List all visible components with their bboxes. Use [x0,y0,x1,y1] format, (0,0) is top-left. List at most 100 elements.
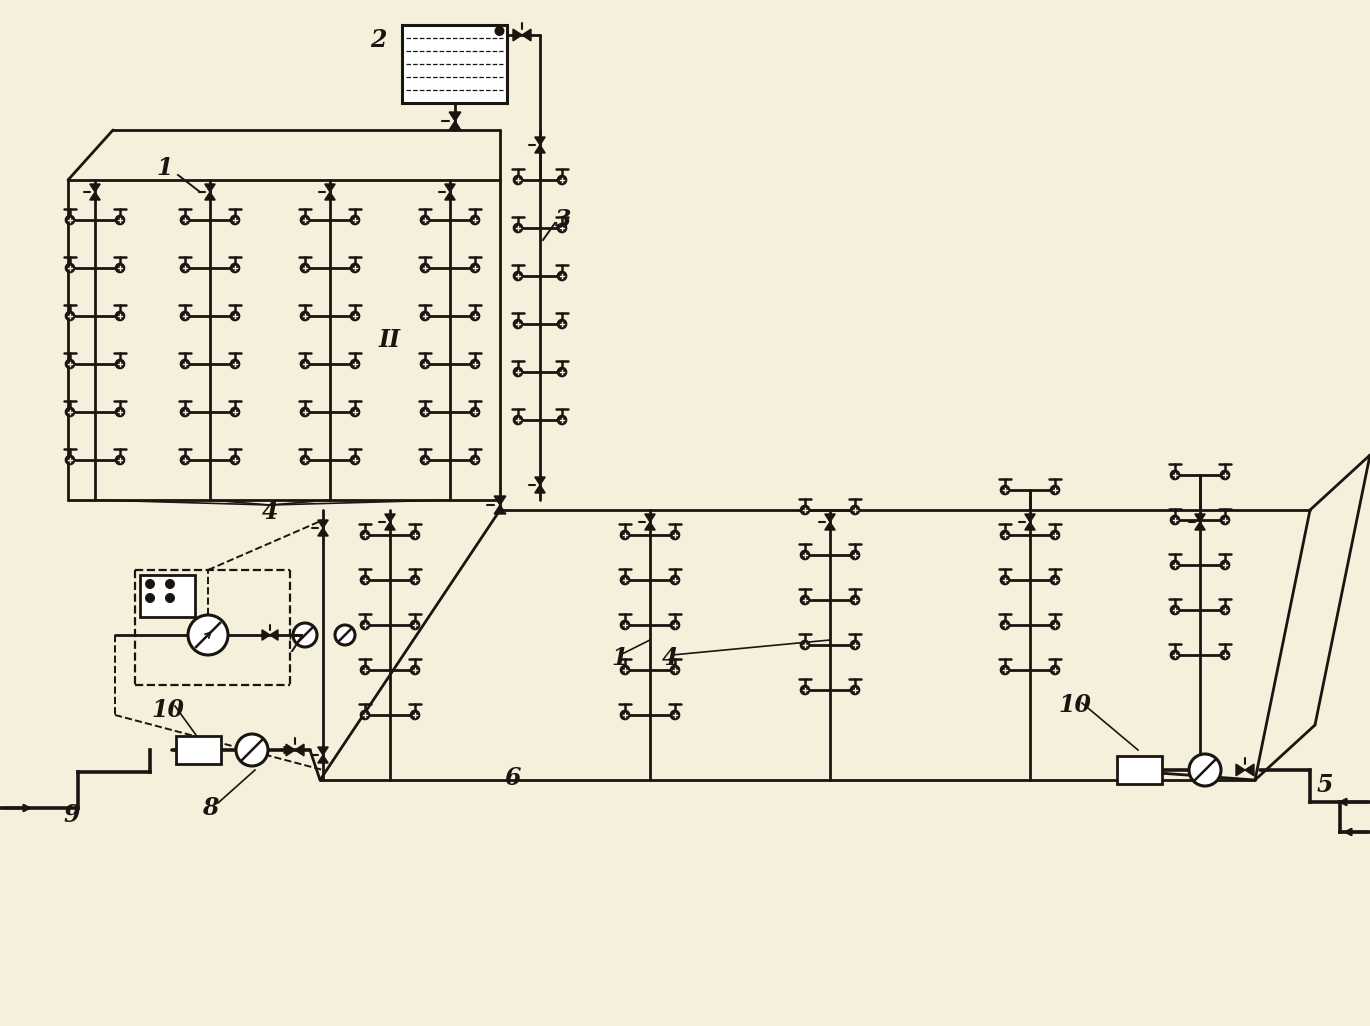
Polygon shape [512,29,522,41]
Polygon shape [534,145,545,153]
Circle shape [421,264,430,273]
Circle shape [300,407,310,417]
Polygon shape [445,184,455,192]
Circle shape [421,311,430,321]
Circle shape [421,407,430,417]
Polygon shape [270,630,278,640]
Circle shape [1000,485,1010,495]
Circle shape [621,621,630,630]
Text: 1: 1 [156,156,173,180]
Circle shape [236,734,269,766]
Polygon shape [204,192,215,200]
Circle shape [181,215,189,225]
Circle shape [181,407,189,417]
Circle shape [66,311,74,321]
Circle shape [351,407,360,417]
Polygon shape [90,192,100,200]
Polygon shape [495,505,506,514]
Polygon shape [534,477,545,485]
Text: 4: 4 [262,500,278,524]
Circle shape [1221,470,1230,479]
Circle shape [1170,560,1180,569]
Circle shape [421,359,430,368]
Circle shape [351,359,360,368]
Circle shape [411,576,419,585]
Circle shape [1189,754,1221,786]
Circle shape [411,710,419,719]
Polygon shape [204,184,215,192]
Circle shape [360,665,370,675]
Circle shape [470,407,479,417]
Circle shape [115,407,125,417]
Circle shape [230,456,240,465]
Polygon shape [318,747,329,755]
Polygon shape [1025,522,1036,530]
Bar [1118,756,1163,784]
Circle shape [621,665,630,675]
Circle shape [230,215,240,225]
Circle shape [670,665,680,675]
Bar [140,575,195,617]
Polygon shape [385,514,395,522]
Circle shape [145,593,155,603]
Circle shape [1000,530,1010,540]
Circle shape [230,359,240,368]
Circle shape [470,359,479,368]
Circle shape [670,530,680,540]
Circle shape [558,224,567,233]
Circle shape [300,311,310,321]
Circle shape [164,579,175,589]
Circle shape [115,215,125,225]
Circle shape [421,215,430,225]
Polygon shape [825,514,836,522]
Circle shape [421,456,430,465]
Circle shape [115,311,125,321]
Circle shape [1051,530,1059,540]
Circle shape [1170,470,1180,479]
Text: 4: 4 [662,646,678,670]
Circle shape [514,224,522,233]
Circle shape [115,264,125,273]
Polygon shape [1236,764,1245,776]
Polygon shape [318,520,329,528]
Circle shape [66,456,74,465]
Circle shape [360,530,370,540]
Circle shape [851,685,859,695]
Circle shape [800,506,810,515]
Circle shape [300,359,310,368]
Text: 10: 10 [152,698,185,722]
Polygon shape [645,514,655,522]
Circle shape [621,530,630,540]
Polygon shape [495,496,506,505]
Circle shape [360,576,370,585]
Circle shape [1170,650,1180,660]
Polygon shape [449,112,460,121]
Circle shape [145,579,155,589]
Polygon shape [449,121,460,130]
Polygon shape [445,192,455,200]
Circle shape [188,615,227,655]
Circle shape [230,311,240,321]
Circle shape [470,264,479,273]
Circle shape [1000,576,1010,585]
Circle shape [1051,665,1059,675]
Polygon shape [645,522,655,530]
Circle shape [470,311,479,321]
Text: 6: 6 [504,766,521,790]
Circle shape [164,593,175,603]
Circle shape [558,271,567,281]
Circle shape [621,710,630,719]
Bar [175,736,221,764]
Bar [403,25,507,103]
Circle shape [670,576,680,585]
Circle shape [181,359,189,368]
Circle shape [1051,485,1059,495]
Polygon shape [1195,522,1206,530]
Polygon shape [1195,514,1206,522]
Polygon shape [295,744,304,756]
Circle shape [1051,576,1059,585]
Polygon shape [825,522,836,530]
Circle shape [230,407,240,417]
Circle shape [411,665,419,675]
Circle shape [558,367,567,377]
